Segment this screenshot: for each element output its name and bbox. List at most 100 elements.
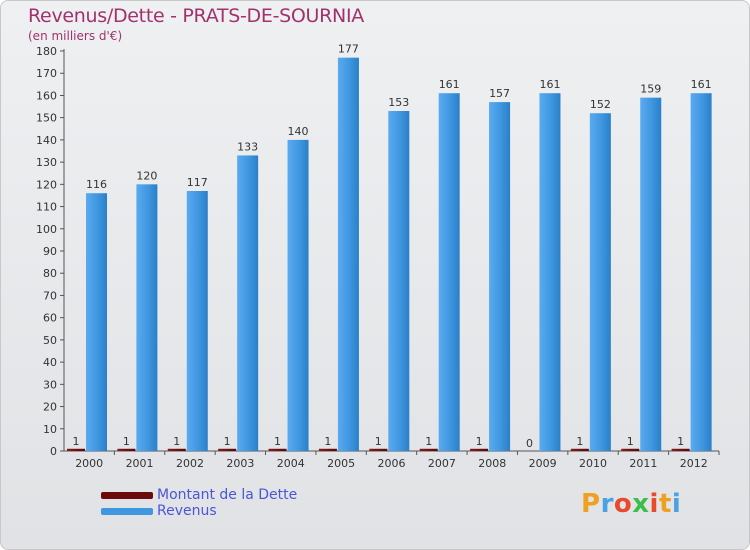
chart-title: Revenus/Dette - PRATS-DE-SOURNIA — [28, 5, 364, 27]
bar-revenus — [186, 191, 208, 451]
bar-revenus — [690, 93, 712, 451]
data-label-dette: 1 — [173, 435, 180, 448]
data-label-revenus: 117 — [187, 176, 208, 189]
data-label-dette: 1 — [224, 435, 231, 448]
bar-dette — [369, 448, 388, 451]
data-label-dette: 1 — [324, 435, 331, 448]
y-tick-label: 180 — [36, 45, 57, 58]
logo-letter: r — [600, 489, 614, 519]
bar-dette — [117, 448, 136, 451]
bar-dette — [167, 448, 186, 451]
x-tick-label: 2008 — [478, 457, 506, 470]
y-tick-label: 50 — [43, 334, 57, 347]
data-label-dette: 1 — [627, 435, 634, 448]
y-tick-label: 140 — [36, 134, 57, 147]
bar-dette — [67, 448, 85, 451]
x-tick-label: 2006 — [378, 457, 406, 470]
bar-revenus — [489, 102, 511, 451]
bar-revenus — [287, 139, 309, 451]
logo-letter: P — [581, 489, 601, 519]
x-tick-label: 2004 — [277, 457, 305, 470]
y-tick-label: 110 — [36, 201, 57, 214]
data-label-revenus: 161 — [439, 78, 460, 91]
data-label-revenus: 140 — [288, 125, 309, 138]
x-tick-label: 2005 — [327, 457, 355, 470]
data-label-revenus: 152 — [590, 98, 611, 111]
legend-item-dette: Montant de la Dette — [101, 487, 297, 503]
bar-revenus — [539, 93, 561, 451]
y-tick-label: 90 — [43, 245, 57, 258]
x-tick-label: 2001 — [126, 457, 154, 470]
data-label-dette: 1 — [73, 435, 80, 448]
x-tick-label: 2009 — [529, 457, 557, 470]
legend-swatch-dette — [101, 491, 153, 499]
bar-dette — [470, 448, 489, 451]
legend-swatch-revenus — [101, 507, 153, 515]
x-tick-label: 2011 — [629, 457, 657, 470]
data-label-revenus: 133 — [237, 140, 258, 153]
y-tick-label: 120 — [36, 178, 57, 191]
bar-dette — [318, 448, 337, 451]
y-tick-label: 10 — [43, 423, 57, 436]
bar-dette — [419, 448, 438, 451]
y-tick-label: 80 — [43, 267, 57, 280]
bar-revenus — [640, 97, 662, 452]
bar-dette — [671, 448, 690, 451]
y-tick-label: 60 — [43, 312, 57, 325]
data-label-dette: 0 — [526, 437, 533, 450]
y-tick-label: 150 — [36, 112, 57, 125]
bar-dette — [268, 448, 287, 451]
data-label-revenus: 153 — [388, 96, 409, 109]
y-tick-label: 20 — [43, 401, 57, 414]
data-label-revenus: 120 — [136, 169, 157, 182]
legend: Montant de la Dette Revenus — [101, 487, 297, 519]
data-label-revenus: 157 — [489, 87, 510, 100]
x-tick-label: 2012 — [680, 457, 708, 470]
logo-letter: i — [671, 489, 682, 519]
data-label-revenus: 161 — [691, 78, 712, 91]
data-label-revenus: 159 — [640, 83, 661, 96]
x-tick-label: 2003 — [226, 457, 254, 470]
bar-dette — [570, 448, 589, 451]
data-label-dette: 1 — [476, 435, 483, 448]
logo-letter: o — [613, 489, 633, 519]
y-tick-label: 160 — [36, 89, 57, 102]
bar-revenus — [237, 155, 259, 451]
y-tick-label: 0 — [50, 445, 57, 458]
data-label-dette: 1 — [123, 435, 130, 448]
bar-revenus — [388, 111, 410, 451]
legend-label-dette: Montant de la Dette — [157, 487, 298, 503]
bar-revenus — [438, 93, 460, 451]
bar-revenus — [86, 193, 107, 451]
chart-subtitle: (en milliers d'€) — [28, 29, 123, 43]
data-label-revenus: 161 — [539, 78, 560, 91]
bar-revenus — [337, 57, 359, 452]
logo-letter: i — [649, 489, 659, 519]
data-label-dette: 1 — [274, 435, 281, 448]
y-tick-label: 100 — [36, 223, 57, 236]
x-tick-label: 2007 — [428, 457, 456, 470]
x-tick-label: 2000 — [75, 457, 103, 470]
legend-label-revenus: Revenus — [157, 503, 217, 519]
logo-letter: x — [632, 489, 650, 519]
bar-dette — [621, 448, 640, 451]
data-label-dette: 1 — [576, 435, 583, 448]
data-label-dette: 1 — [375, 435, 382, 448]
bar-revenus — [136, 184, 158, 452]
data-label-revenus: 116 — [86, 178, 107, 191]
bar-dette — [218, 448, 237, 451]
y-tick-label: 130 — [36, 156, 57, 169]
x-tick-label: 2002 — [176, 457, 204, 470]
bar-revenus — [589, 113, 611, 451]
x-tick-label: 2010 — [579, 457, 607, 470]
y-tick-label: 40 — [43, 356, 57, 369]
y-tick-label: 170 — [36, 67, 57, 80]
y-tick-label: 70 — [43, 289, 57, 302]
data-label-dette: 1 — [425, 435, 432, 448]
proxiti-logo: Proxiti — [581, 489, 681, 519]
data-label-dette: 1 — [677, 435, 684, 448]
logo-letter: t — [658, 489, 672, 519]
legend-item-revenus: Revenus — [101, 503, 297, 519]
